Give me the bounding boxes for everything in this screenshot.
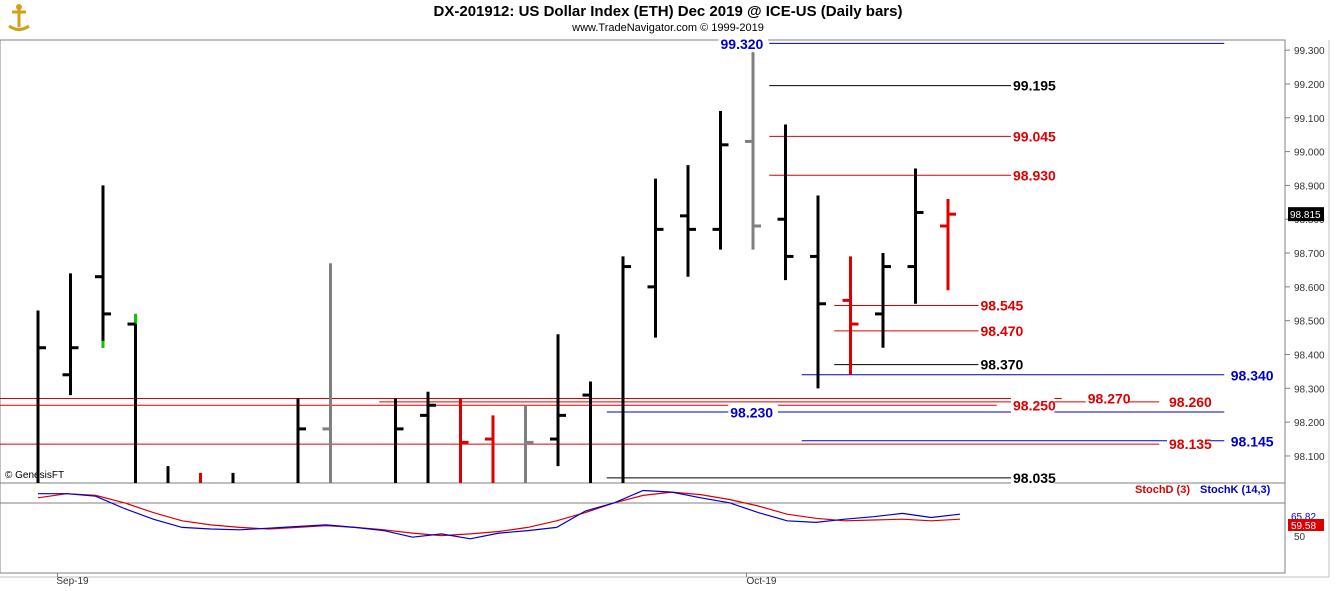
x-tick-label: Sep-19 xyxy=(56,576,89,587)
level-label: 98.260 xyxy=(1169,394,1212,410)
watermark: © GenesisFT xyxy=(5,470,64,481)
y-tick-label: 98.500 xyxy=(1294,317,1325,328)
level-lines xyxy=(0,42,1225,479)
last-price-box xyxy=(1288,207,1324,222)
level-label-bg xyxy=(1011,77,1055,94)
last-price-label: 98.815 xyxy=(1290,210,1321,221)
level-label-bg xyxy=(1011,397,1055,413)
osc-d-value-box xyxy=(1288,519,1324,531)
stochastic-oscillator xyxy=(37,489,961,540)
level-label: 98.250 xyxy=(1013,397,1056,413)
level-labels: 99.320 99.195 99.045 98.930 98.545 98.470 98.3… xyxy=(718,34,1279,486)
stochd-line xyxy=(37,491,961,537)
y-tick-label: 98.900 xyxy=(1294,181,1325,192)
y-tick-label: 98.400 xyxy=(1294,350,1325,361)
level-label-bg xyxy=(1228,365,1279,384)
level-label-bg xyxy=(718,34,769,53)
level-label: 98.545 xyxy=(981,298,1024,314)
osc-tick-50: 50 xyxy=(1294,532,1306,543)
level-label: 99.195 xyxy=(1013,78,1056,94)
y-tick-label: 98.100 xyxy=(1294,452,1325,463)
level-label-bg xyxy=(1011,128,1055,145)
osc-d-value: 59.58 xyxy=(1291,521,1316,532)
y-tick-label: 99.100 xyxy=(1294,114,1325,125)
level-label-bg xyxy=(1011,470,1055,486)
y-tick-label: 98.700 xyxy=(1294,249,1325,260)
price-bars xyxy=(36,46,956,483)
level-label-bg xyxy=(978,323,1022,339)
y-tick-label: 98.200 xyxy=(1294,418,1325,429)
level-label: 98.470 xyxy=(981,323,1024,339)
legend-stochd: StochD (3) xyxy=(1135,484,1190,496)
level-label: 98.145 xyxy=(1231,433,1274,449)
level-label-bg xyxy=(728,403,778,421)
x-axis: Sep-19 Oct-19 xyxy=(56,573,777,587)
y-tick-label: 98.300 xyxy=(1294,384,1325,395)
level-label: 98.340 xyxy=(1231,368,1274,384)
y-tick-label: 99.200 xyxy=(1294,80,1325,91)
level-label: 98.035 xyxy=(1013,470,1056,486)
level-label-bg xyxy=(1167,394,1211,410)
level-label-bg xyxy=(1011,167,1055,183)
level-label: 99.045 xyxy=(1013,128,1056,144)
level-label: 98.270 xyxy=(1088,390,1131,406)
level-label: 98.930 xyxy=(1013,167,1056,183)
level-label-bg xyxy=(978,297,1022,314)
osc-k-value: 65.82 xyxy=(1291,512,1316,523)
x-tick-label: Oct-19 xyxy=(746,576,776,587)
level-label: 98.230 xyxy=(730,405,773,421)
chart-subtitle: www.TradeNavigator.com © 1999-2019 xyxy=(571,22,764,34)
y-tick-label: 98.600 xyxy=(1294,283,1325,294)
level-label: 99.320 xyxy=(721,36,764,52)
legend-stochk: StochK (14,3) xyxy=(1200,484,1271,496)
level-label: 98.135 xyxy=(1169,436,1212,452)
main-plot-frame xyxy=(0,39,1286,484)
level-label-bg xyxy=(978,356,1022,373)
chart-title: DX-201912: US Dollar Index (ETH) Dec 201… xyxy=(434,3,903,20)
level-label-bg xyxy=(1228,431,1279,450)
y-axis: 99.30099.20099.10099.00098.90098.80098.7… xyxy=(1285,46,1325,463)
stochk-line xyxy=(38,489,961,540)
level-label-bg xyxy=(1167,436,1211,452)
level-label-bg xyxy=(1085,390,1130,407)
logo-icon xyxy=(4,2,34,32)
y-tick-label: 99.300 xyxy=(1294,46,1325,57)
level-label: 98.370 xyxy=(981,357,1024,373)
y-tick-label: 99.000 xyxy=(1294,148,1325,159)
